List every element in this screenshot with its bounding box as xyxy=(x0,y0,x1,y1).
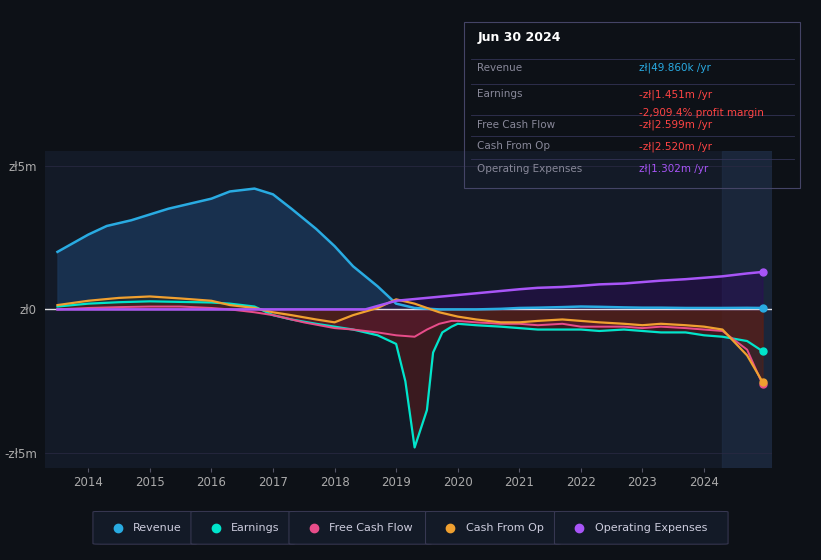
Text: zł|49.860k /yr: zł|49.860k /yr xyxy=(639,63,711,73)
FancyBboxPatch shape xyxy=(191,511,295,544)
Text: Earnings: Earnings xyxy=(477,89,523,99)
Text: Free Cash Flow: Free Cash Flow xyxy=(477,120,556,130)
FancyBboxPatch shape xyxy=(554,511,728,544)
Text: Revenue: Revenue xyxy=(477,63,522,73)
Text: Operating Expenses: Operating Expenses xyxy=(594,523,707,533)
Bar xyxy=(722,151,772,468)
Text: -zł|1.451m /yr: -zł|1.451m /yr xyxy=(639,89,712,100)
Text: -zł|2.520m /yr: -zł|2.520m /yr xyxy=(639,141,712,152)
Text: Operating Expenses: Operating Expenses xyxy=(477,164,583,174)
Text: -zł|2.599m /yr: -zł|2.599m /yr xyxy=(639,120,712,130)
FancyBboxPatch shape xyxy=(93,511,197,544)
Text: Cash From Op: Cash From Op xyxy=(466,523,544,533)
FancyBboxPatch shape xyxy=(425,511,561,544)
Text: Free Cash Flow: Free Cash Flow xyxy=(329,523,413,533)
FancyBboxPatch shape xyxy=(289,511,432,544)
Text: -2,909.4% profit margin: -2,909.4% profit margin xyxy=(639,108,764,118)
Text: zł|1.302m /yr: zł|1.302m /yr xyxy=(639,164,709,174)
Text: Jun 30 2024: Jun 30 2024 xyxy=(477,31,561,44)
Text: Revenue: Revenue xyxy=(133,523,181,533)
Text: Earnings: Earnings xyxy=(231,523,280,533)
Text: Cash From Op: Cash From Op xyxy=(477,141,550,151)
